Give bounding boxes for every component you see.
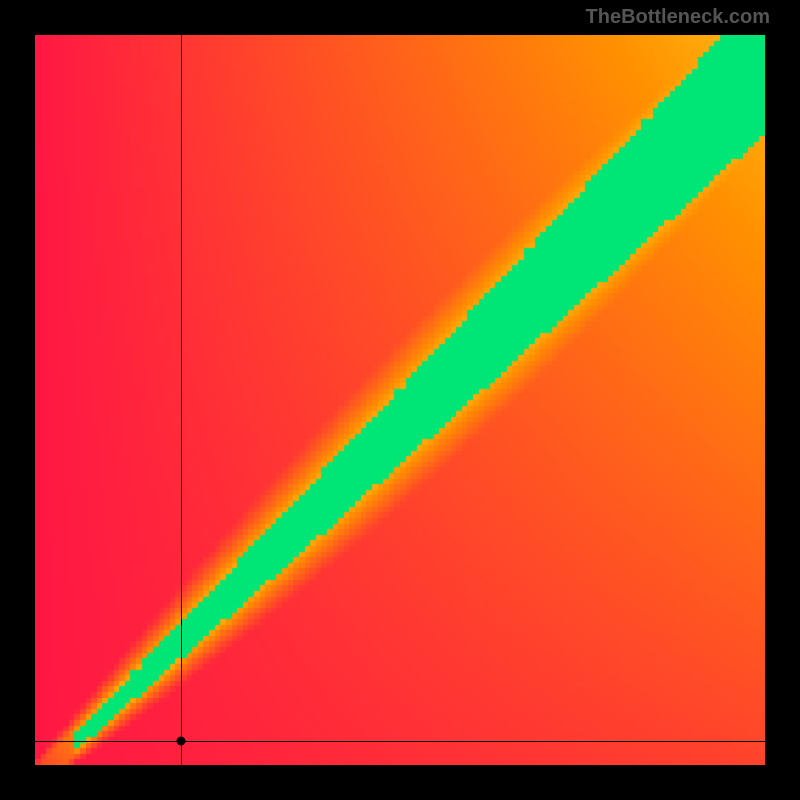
heatmap-canvas [35,35,765,765]
crosshair-vertical [181,35,182,765]
chart-container: TheBottleneck.com [0,0,800,800]
crosshair-marker [177,736,186,745]
plot-area [35,35,765,765]
crosshair-horizontal [35,741,765,742]
watermark-text: TheBottleneck.com [586,6,770,29]
